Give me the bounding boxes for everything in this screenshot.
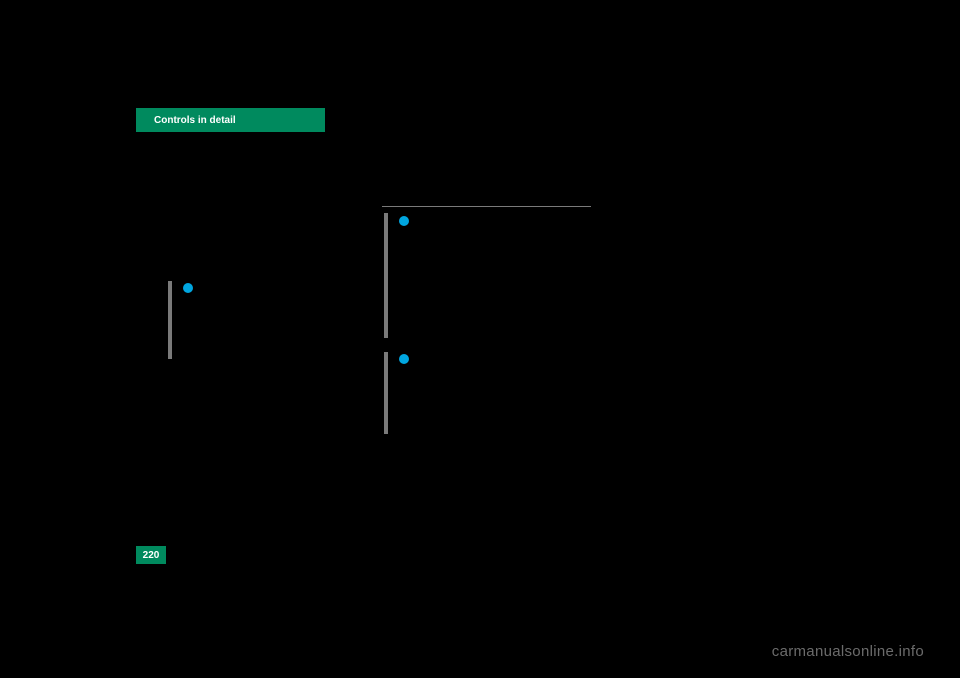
note-bar-3 (384, 352, 388, 434)
note-bar-2 (384, 213, 388, 338)
bullet-icon (183, 283, 193, 293)
horizontal-rule (382, 206, 591, 207)
section-header-title: Controls in detail (154, 115, 236, 126)
watermark-text: carmanualsonline.info (772, 643, 924, 660)
page-number-badge: 220 (136, 546, 166, 564)
note-bar-1 (168, 281, 172, 359)
section-header-bar: Controls in detail (136, 108, 325, 132)
page-number: 220 (143, 550, 160, 561)
bullet-icon (399, 216, 409, 226)
bullet-icon (399, 354, 409, 364)
